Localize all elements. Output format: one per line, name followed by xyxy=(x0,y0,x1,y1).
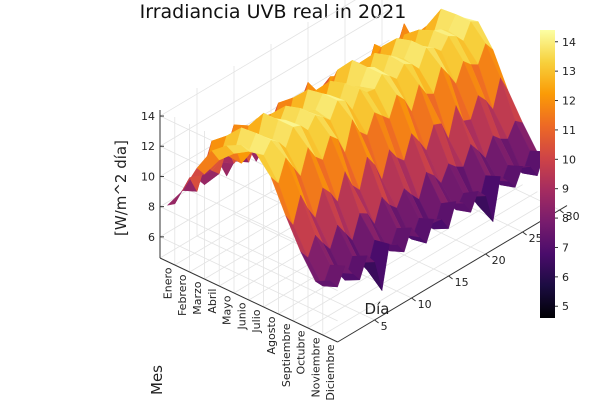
colorbar-tick-label: 11 xyxy=(562,124,576,137)
x-tick-label: 10 xyxy=(418,298,432,311)
colorbar: 5 6 7 8 9 10 11 12 13 14 xyxy=(540,30,576,318)
month-tick-label: Mayo xyxy=(221,295,234,325)
x-axis-label: Día xyxy=(365,300,390,318)
colorbar-tick-label: 9 xyxy=(562,183,569,196)
month-tick-label: Enero xyxy=(161,267,174,299)
colorbar-tick-label: 7 xyxy=(562,241,569,254)
x-tick-mark xyxy=(374,319,379,324)
x-tick-label: 20 xyxy=(492,254,506,267)
x-tick-label: 5 xyxy=(381,320,388,333)
x-tick-label: 30 xyxy=(566,210,580,223)
z-tick-label: 6 xyxy=(148,231,155,244)
colorbar-tick-label: 10 xyxy=(562,153,576,166)
month-tick-label: Octubre xyxy=(295,330,308,374)
y-axis-label: Mes xyxy=(148,365,166,395)
z-tick-label: 14 xyxy=(141,110,155,123)
month-tick-label: Abril xyxy=(206,289,219,314)
x-axis-line xyxy=(337,205,568,343)
z-tick-label: 12 xyxy=(141,140,155,153)
month-tick-label: Julio xyxy=(250,309,263,333)
axes: 6 8 10 12 14 Enero Febrero Marzo Abril Mayo Junio J… xyxy=(141,110,580,400)
month-tick-label: Febrero xyxy=(176,274,189,316)
floor-gridline xyxy=(322,198,553,336)
month-tick-label: Junio xyxy=(235,302,248,330)
colorbar-tick-label: 14 xyxy=(562,36,576,49)
month-tick-label: Diciembre xyxy=(324,344,337,400)
x-tick-label: 25 xyxy=(529,232,543,245)
x-tick-label: 15 xyxy=(455,276,469,289)
floor-gridline xyxy=(196,235,375,321)
surface-plot xyxy=(166,8,553,292)
x-tick-mark xyxy=(411,297,416,302)
x-tick-mark xyxy=(485,253,490,258)
z-axis-label: [W/m^2 día] xyxy=(112,140,130,236)
month-tick-label: Septiembre xyxy=(280,323,293,387)
month-tick-label: Marzo xyxy=(191,281,204,315)
x-tick-mark xyxy=(559,209,564,214)
colorbar-tick-label: 8 xyxy=(562,212,569,225)
x-tick-mark xyxy=(448,275,453,280)
colorbar-tick-label: 6 xyxy=(562,271,569,284)
colorbar-tick-label: 5 xyxy=(562,300,569,313)
colorbar-tick-label: 12 xyxy=(562,95,576,108)
wall-gridline xyxy=(159,9,390,147)
z-tick-label: 10 xyxy=(141,170,155,183)
wall-gridline xyxy=(159,0,356,117)
y-axis-line xyxy=(159,257,338,343)
chart-title: Irradiancia UVB real in 2021 xyxy=(140,1,407,23)
colorbar-tick-label: 13 xyxy=(562,65,576,78)
colorbar-gradient xyxy=(540,30,555,318)
month-tick-label: Noviembre xyxy=(309,337,322,397)
month-tick-label: Agosto xyxy=(265,316,278,354)
floor-gridline xyxy=(307,191,538,329)
x-tick-mark xyxy=(522,231,527,236)
z-tick-label: 8 xyxy=(148,201,155,214)
surface-cell xyxy=(314,280,339,288)
